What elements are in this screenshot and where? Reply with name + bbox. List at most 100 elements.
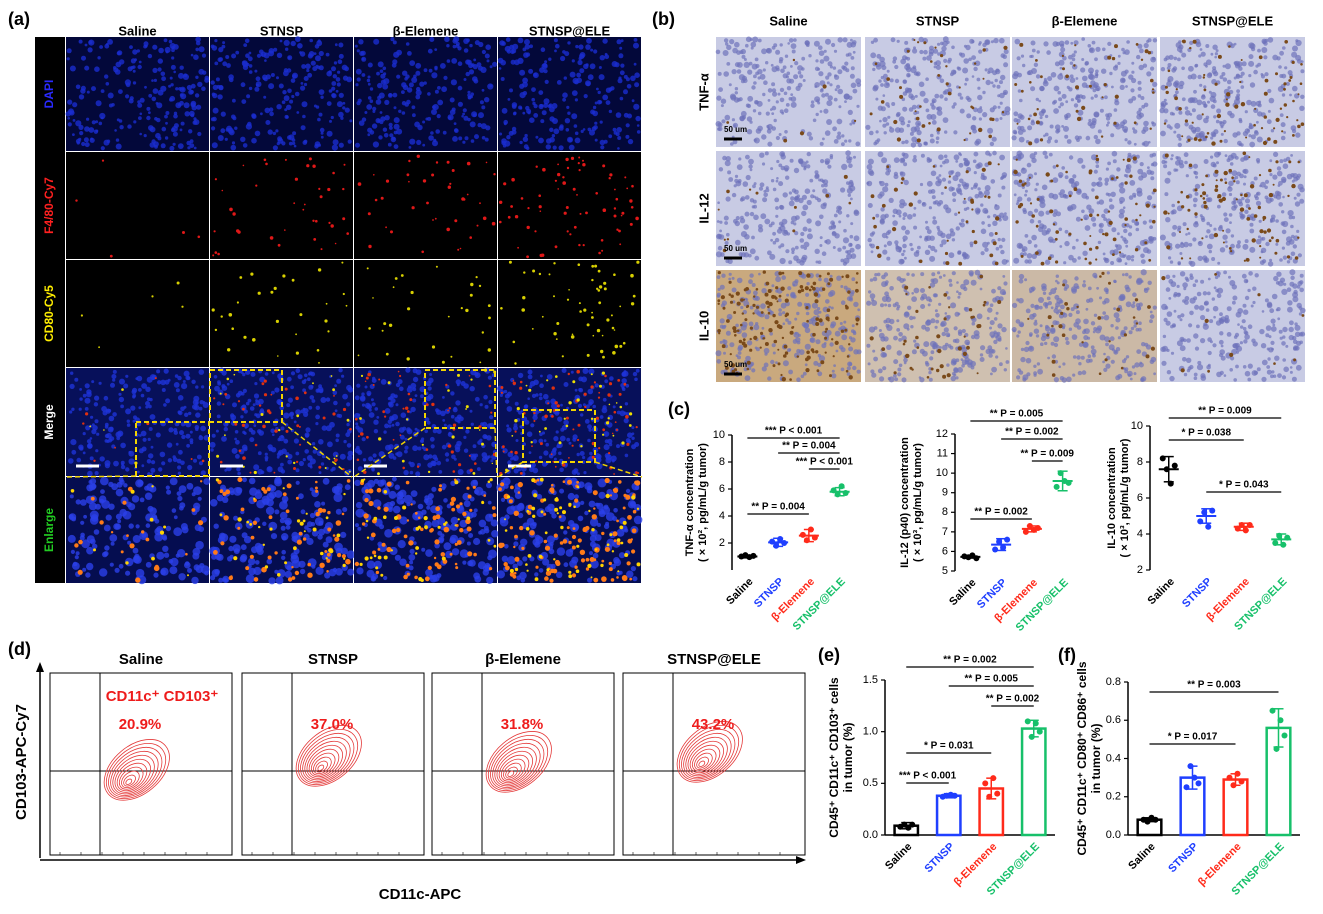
image-speck — [1290, 76, 1293, 79]
image-speck — [439, 484, 442, 487]
image-speck — [315, 481, 318, 484]
image-speck — [193, 54, 199, 60]
image-speck — [563, 480, 566, 483]
image-speck — [1088, 44, 1092, 48]
image-speck — [744, 62, 750, 68]
image-speck — [287, 89, 292, 94]
image-speck — [977, 87, 980, 90]
image-speck — [82, 422, 84, 424]
image-speck — [629, 199, 632, 202]
image-speck — [1065, 40, 1070, 45]
image-speck — [422, 121, 425, 124]
image-speck — [1074, 103, 1078, 107]
image-speck — [522, 112, 525, 115]
image-speck — [376, 72, 380, 76]
image-speck — [182, 88, 185, 91]
image-speck — [597, 100, 602, 105]
image-speck — [509, 499, 513, 503]
image-speck — [90, 511, 99, 520]
image-speck — [243, 143, 248, 148]
image-speck — [573, 506, 576, 509]
image-speck — [634, 38, 638, 42]
image-speck — [555, 401, 558, 404]
image-speck — [591, 265, 594, 268]
image-speck — [127, 423, 131, 427]
image-speck — [949, 252, 955, 258]
image-speck — [823, 84, 827, 88]
image-speck — [293, 202, 295, 204]
image-speck — [925, 236, 929, 240]
image-speck — [145, 493, 152, 500]
image-speck — [1204, 89, 1207, 92]
image-speck — [74, 378, 78, 382]
image-speck — [575, 138, 581, 144]
image-speck — [730, 142, 734, 146]
image-speck — [1125, 138, 1128, 141]
image-speck — [780, 88, 784, 92]
image-speck — [882, 117, 887, 122]
image-speck — [136, 524, 140, 528]
image-speck — [1251, 47, 1255, 51]
image-speck — [771, 82, 775, 86]
image-speck — [553, 295, 555, 297]
image-speck — [760, 74, 766, 80]
image-speck — [1236, 89, 1240, 93]
image-speck — [930, 114, 936, 120]
image-speck — [1000, 102, 1003, 105]
image-speck — [104, 396, 109, 401]
image-speck — [85, 412, 88, 415]
image-speck — [264, 53, 270, 59]
image-speck — [321, 502, 325, 506]
image-speck — [422, 444, 424, 446]
image-speck — [412, 445, 418, 451]
image-speck — [444, 527, 450, 533]
image-speck — [338, 112, 344, 118]
image-speck — [377, 488, 382, 493]
image-speck — [393, 456, 397, 460]
image-speck — [305, 64, 311, 70]
image-speck — [1143, 126, 1149, 132]
image-speck — [600, 121, 603, 124]
image-speck — [116, 489, 124, 497]
image-speck — [540, 442, 543, 445]
image-speck — [220, 513, 223, 516]
image-speck — [187, 146, 190, 149]
image-speck — [236, 229, 239, 232]
image-speck — [264, 393, 267, 396]
image-speck — [473, 538, 480, 545]
image-speck — [1203, 85, 1206, 88]
image-speck — [1205, 44, 1209, 48]
image-speck — [92, 120, 96, 124]
image-speck — [304, 374, 308, 378]
image-speck — [1018, 129, 1024, 135]
image-speck — [1006, 260, 1009, 263]
image-speck — [286, 430, 289, 433]
image-speck — [421, 548, 425, 552]
image-speck — [1115, 95, 1119, 99]
image-speck — [754, 139, 757, 142]
image-speck — [326, 557, 328, 559]
image-speck — [406, 427, 411, 432]
image-speck — [403, 85, 408, 90]
image-speck — [434, 539, 439, 544]
image-speck — [602, 434, 604, 436]
image-speck — [1120, 78, 1126, 84]
image-speck — [332, 486, 340, 494]
image-speck — [751, 236, 755, 240]
image-speck — [409, 560, 413, 564]
image-speck — [1192, 122, 1194, 124]
image-speck — [417, 125, 422, 130]
image-speck — [281, 556, 285, 560]
image-speck — [505, 566, 510, 571]
image-speck — [934, 47, 936, 49]
image-speck — [843, 262, 847, 266]
image-speck — [278, 244, 281, 247]
image-speck — [507, 460, 511, 464]
image-speck — [1134, 121, 1137, 124]
image-speck — [188, 90, 193, 95]
image-speck — [775, 215, 778, 218]
image-speck — [619, 526, 623, 530]
image-speck — [79, 40, 83, 44]
image-speck — [585, 80, 591, 86]
image-speck — [951, 170, 955, 174]
